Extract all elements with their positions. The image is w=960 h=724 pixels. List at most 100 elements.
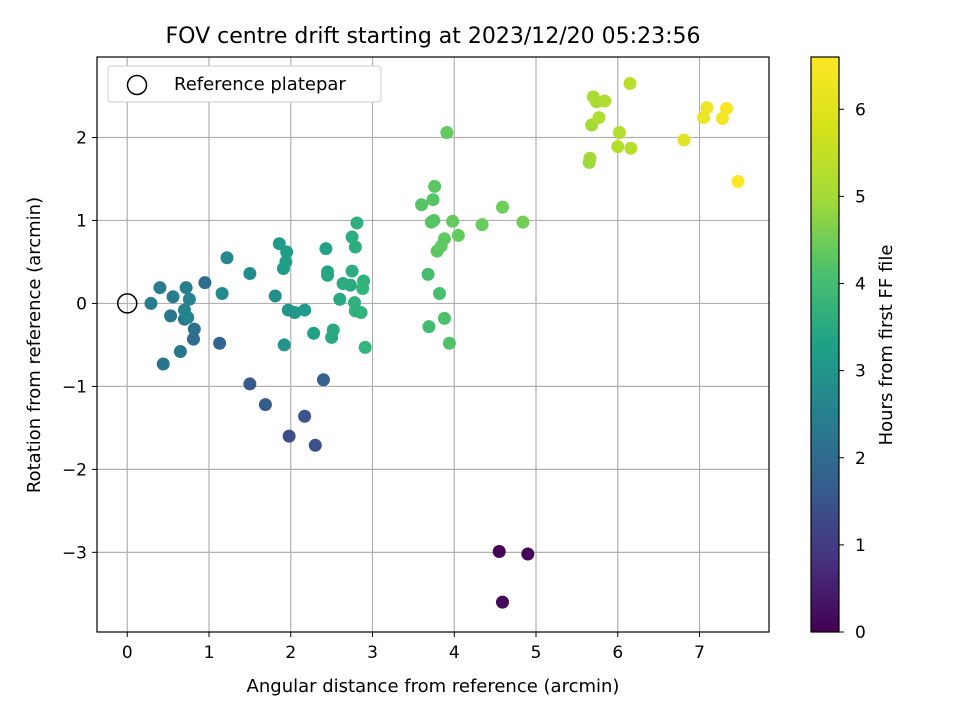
data-point — [415, 198, 429, 212]
y-tick-label: 1 — [76, 211, 87, 231]
colorbar-tick-label: 2 — [855, 449, 866, 469]
chart-title: FOV centre drift starting at 2023/12/20 … — [166, 24, 701, 49]
colorbar: 0 1 2 3 4 5 6 Hours from first FF file — [810, 56, 897, 643]
legend-label: Reference platepar — [174, 74, 346, 95]
data-point — [700, 101, 714, 115]
data-point — [437, 232, 451, 246]
colorbar-tick-label: 1 — [855, 536, 866, 556]
legend-box — [107, 65, 382, 103]
colorbar-tick-label: 5 — [855, 187, 866, 207]
data-point — [677, 133, 691, 147]
x-tick-label: 4 — [449, 643, 460, 663]
data-point — [446, 214, 460, 228]
data-point — [213, 336, 227, 350]
data-point — [187, 322, 201, 336]
data-point — [198, 276, 212, 290]
data-point — [243, 267, 257, 281]
data-point — [451, 228, 465, 242]
data-point — [308, 438, 322, 452]
scatter-points — [116, 77, 745, 609]
data-point — [220, 251, 234, 265]
x-tick-label: 2 — [285, 643, 296, 663]
data-point — [345, 230, 359, 244]
y-tick-label: 2 — [76, 128, 87, 148]
data-point — [354, 306, 368, 320]
data-point — [583, 151, 597, 165]
data-point — [321, 268, 335, 282]
data-point — [719, 101, 733, 115]
data-point — [492, 545, 506, 559]
y-axis-label: Rotation from reference (arcmin) — [24, 197, 45, 493]
data-point — [280, 245, 294, 259]
data-point — [345, 264, 359, 278]
data-point — [179, 281, 193, 295]
data-point — [350, 216, 364, 230]
data-point — [279, 255, 293, 269]
data-point — [333, 292, 347, 306]
data-point — [182, 292, 196, 306]
data-point — [156, 357, 170, 371]
data-point — [186, 332, 200, 346]
data-point — [243, 377, 257, 391]
data-point — [343, 278, 357, 292]
colorbar-tick-label: 3 — [855, 362, 866, 382]
data-point — [426, 193, 440, 207]
x-tick-label: 3 — [367, 643, 378, 663]
data-point — [326, 323, 340, 337]
data-point — [598, 94, 612, 108]
y-tick-label: −1 — [62, 377, 87, 397]
data-point — [612, 126, 626, 140]
reference-platepar-marker — [116, 293, 138, 314]
data-point — [623, 77, 637, 91]
data-point — [428, 179, 442, 193]
y-tick-label: −2 — [62, 460, 87, 480]
data-point — [495, 595, 509, 609]
data-point — [611, 140, 625, 154]
data-point — [495, 200, 509, 214]
colorbar-label: Hours from first FF file — [876, 245, 897, 446]
colorbar-ticks: 0 1 2 3 4 5 6 — [839, 100, 866, 643]
data-point — [433, 286, 447, 300]
legend-reference-marker — [126, 74, 148, 96]
data-point — [316, 373, 330, 387]
data-point — [288, 306, 302, 320]
data-point — [298, 303, 312, 317]
data-point — [521, 547, 535, 561]
x-axis-ticks: 0 1 2 3 4 5 6 7 — [122, 632, 705, 663]
data-point — [282, 429, 296, 443]
data-point — [624, 141, 638, 155]
data-point — [697, 111, 711, 125]
data-point — [268, 289, 282, 303]
colorbar-tick-label: 4 — [855, 275, 866, 295]
data-point — [421, 267, 435, 281]
data-point — [475, 218, 489, 232]
data-point — [422, 320, 436, 334]
data-point — [437, 311, 451, 325]
y-tick-label: −3 — [62, 543, 87, 563]
axes-frame — [96, 56, 770, 633]
data-point — [272, 237, 286, 251]
data-point — [358, 340, 372, 354]
data-point — [307, 326, 321, 340]
data-point — [144, 296, 158, 310]
y-axis-ticks: −3 −2 −1 0 1 2 — [62, 128, 97, 563]
data-point — [277, 338, 291, 352]
colorbar-frame — [810, 56, 840, 633]
data-point — [173, 345, 187, 359]
data-point — [166, 290, 180, 304]
legend: Reference platepar — [107, 65, 382, 103]
x-tick-label: 6 — [612, 643, 623, 663]
data-point — [356, 281, 370, 295]
data-point — [258, 398, 272, 412]
data-point — [319, 242, 333, 256]
x-axis-label: Angular distance from reference (arcmin) — [247, 676, 620, 697]
data-point — [715, 111, 729, 125]
x-tick-label: 7 — [694, 643, 705, 663]
data-point — [164, 309, 178, 323]
data-point — [731, 174, 745, 188]
data-point — [516, 215, 530, 229]
data-point — [181, 311, 195, 325]
data-point — [427, 213, 441, 227]
